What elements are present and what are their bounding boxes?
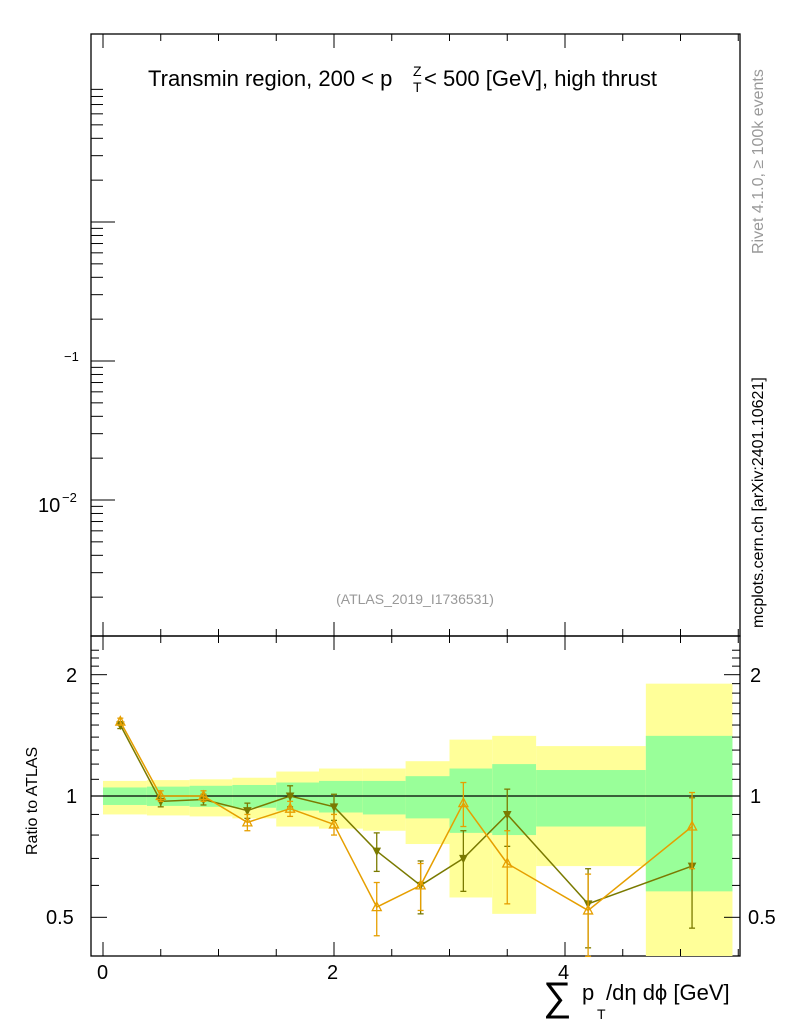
title-subscript: T	[413, 79, 422, 95]
title-end: < 500 [GeV], high thrust	[424, 66, 657, 91]
title-superscript: Z	[413, 63, 422, 79]
ratio-ytick-left-05: 0.5	[46, 907, 74, 929]
uncertainty-band-inner-11	[645, 735, 733, 892]
xlabel-rest: /dη dϕ [GeV]	[606, 980, 730, 1005]
uncertainty-band-inner-6	[362, 780, 406, 815]
ratio-axis-ticks	[91, 636, 740, 956]
main-ytick-exp-1: −1	[64, 349, 79, 364]
series-1-point-0	[114, 715, 126, 726]
series-1-line	[119, 721, 693, 912]
series-0-point-3	[243, 807, 252, 816]
svg-text:Transmin region, 200 < p: Transmin region, 200 < p	[148, 66, 392, 91]
xlabel-sub: T	[597, 1006, 606, 1022]
series-1-point-4	[284, 802, 296, 813]
main-axis-ticks	[91, 34, 739, 636]
ratio-ytick-labels: 2 1 0.5 2 1 0.5	[46, 665, 776, 929]
series-0-line	[119, 724, 693, 905]
series-1-point-11	[686, 820, 698, 831]
ratio-bands	[103, 683, 733, 956]
series-0-point-5	[329, 803, 339, 812]
uncertainty-band-inner-5	[318, 780, 363, 813]
xlabel-sum: ∑	[543, 975, 572, 1019]
series-1-point-5	[328, 818, 340, 829]
series-1-point-10	[582, 904, 594, 915]
uncertainty-band-inner-10	[536, 770, 646, 827]
x-axis-label: ∑ p T /dη dϕ [GeV]	[543, 975, 730, 1022]
series-1-point-1	[155, 789, 167, 801]
series-0-point-6	[372, 847, 382, 857]
title-main: Transmin region, 200 < p	[148, 66, 392, 91]
ratio-ytick-right-1: 1	[750, 786, 761, 808]
series-1-point-9	[501, 857, 513, 868]
xtick-0: 0	[97, 962, 108, 984]
xlabel-p: p	[582, 980, 594, 1005]
series-0-point-9	[502, 810, 512, 820]
series-0-point-4	[285, 792, 295, 802]
ratio-ytick-left-2: 2	[66, 665, 77, 687]
main-panel-frame	[90, 33, 741, 637]
series-1-point-8	[457, 796, 469, 808]
analysis-id: (ATLAS_2019_I1736531)	[336, 591, 494, 607]
xtick-4: 4	[558, 962, 569, 984]
main-ytick-mant-2: 10	[38, 495, 60, 517]
rivet-version-label: Rivet 4.1.0, ≥ 100k events	[750, 69, 767, 254]
uncertainty-band-inner-9	[492, 764, 537, 836]
main-ytick-labels: −1 10 −2	[38, 349, 79, 517]
ratio-ylabel: Ratio to ATLAS	[24, 747, 41, 855]
ratio-series	[114, 715, 698, 958]
ratio-ytick-left-1: 1	[66, 786, 77, 808]
ratio-ytick-right-05: 0.5	[748, 907, 776, 929]
ratio-ytick-right-2: 2	[750, 665, 761, 687]
xtick-2: 2	[327, 962, 338, 984]
uncertainty-band-inner-8	[449, 768, 493, 833]
mcplots-label: mcplots.cern.ch [arXiv:2401.10621]	[750, 377, 767, 628]
series-1-point-7	[415, 879, 427, 890]
series-1-point-2	[197, 789, 210, 801]
uncertainty-band-inner-7	[405, 776, 450, 819]
plot-title: Transmin region, 200 < p Z T < 500 [GeV]…	[148, 63, 657, 95]
ratio-xtick-labels: 0 2 4	[97, 962, 569, 984]
main-ytick-exp-2: −2	[62, 490, 77, 505]
series-1-point-3	[241, 816, 253, 827]
series-0-point-8	[459, 854, 468, 864]
series-1-point-6	[371, 900, 383, 912]
